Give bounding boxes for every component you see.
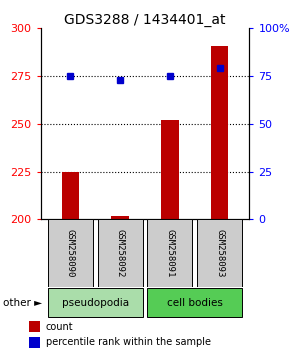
Text: pseudopodia: pseudopodia — [62, 298, 129, 308]
Text: count: count — [46, 321, 73, 332]
FancyBboxPatch shape — [48, 219, 93, 287]
Bar — [211, 46, 228, 219]
Bar — [29, 337, 40, 348]
Text: cell bodies: cell bodies — [167, 298, 223, 308]
FancyBboxPatch shape — [98, 219, 142, 287]
Text: GSM258090: GSM258090 — [66, 229, 75, 277]
Title: GDS3288 / 1434401_at: GDS3288 / 1434401_at — [64, 13, 226, 27]
Text: GSM258092: GSM258092 — [116, 229, 125, 277]
FancyBboxPatch shape — [148, 219, 192, 287]
FancyBboxPatch shape — [148, 288, 242, 317]
Bar — [111, 216, 129, 219]
Text: percentile rank within the sample: percentile rank within the sample — [46, 337, 211, 348]
FancyBboxPatch shape — [48, 288, 142, 317]
Bar — [29, 321, 40, 332]
Text: GSM258093: GSM258093 — [215, 229, 224, 277]
Bar — [161, 120, 179, 219]
Text: GSM258091: GSM258091 — [165, 229, 174, 277]
FancyBboxPatch shape — [197, 219, 242, 287]
Bar — [62, 172, 79, 219]
Text: other ►: other ► — [3, 298, 42, 308]
